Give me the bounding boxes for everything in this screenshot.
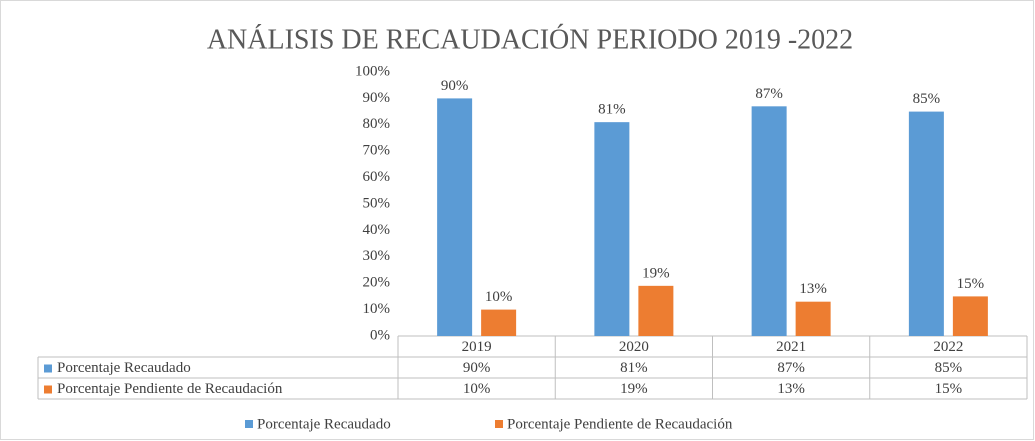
x-tick-label: 2019 — [462, 339, 492, 355]
y-tick-label: 0% — [370, 327, 390, 343]
bar — [638, 285, 674, 336]
table-cell: 87% — [777, 360, 805, 376]
data-label: 10% — [485, 289, 513, 305]
table-legend-key — [44, 385, 52, 394]
y-tick-label: 20% — [363, 275, 391, 291]
table-cell: 10% — [463, 381, 491, 397]
legend-key — [495, 420, 503, 428]
y-tick-label: 100% — [355, 63, 390, 79]
bar — [594, 122, 630, 336]
x-tick-label: 2020 — [619, 339, 649, 355]
bar — [795, 301, 831, 336]
chart-title: ANÁLISIS DE RECAUDACIÓN PERIODO 2019 -20… — [207, 24, 853, 55]
bar — [437, 98, 473, 337]
table-cell: 15% — [935, 381, 963, 397]
y-tick-label: 70% — [363, 143, 391, 159]
legend-label: Porcentaje Recaudado — [257, 416, 391, 432]
y-tick-label: 50% — [363, 195, 391, 211]
y-tick-label: 30% — [363, 248, 391, 264]
y-tick-label: 40% — [363, 222, 391, 238]
data-label: 15% — [957, 276, 985, 292]
bar — [751, 106, 787, 336]
bar — [952, 296, 988, 336]
table-cell: 19% — [620, 381, 648, 397]
y-tick-label: 80% — [363, 116, 391, 132]
bar — [481, 309, 517, 336]
table-row-header: Porcentaje Recaudado — [57, 360, 191, 376]
data-label: 13% — [799, 281, 827, 297]
data-label: 87% — [755, 86, 783, 102]
y-tick-label: 60% — [363, 169, 391, 185]
table-legend-key — [44, 364, 52, 373]
y-tick-label: 90% — [363, 90, 391, 106]
table-cell: 90% — [463, 360, 491, 376]
legend-key — [245, 420, 253, 428]
y-tick-label: 10% — [363, 301, 391, 317]
x-tick-label: 2022 — [933, 339, 963, 355]
data-label: 19% — [642, 265, 670, 281]
table-cell: 13% — [777, 381, 805, 397]
x-tick-label: 2021 — [776, 339, 806, 355]
data-label: 85% — [913, 91, 941, 107]
data-label: 90% — [441, 78, 469, 94]
table-cell: 81% — [620, 360, 648, 376]
legend-label: Porcentaje Pendiente de Recaudación — [507, 416, 733, 432]
table-row-header: Porcentaje Pendiente de Recaudación — [57, 381, 283, 397]
bar — [908, 111, 944, 336]
data-label: 81% — [598, 102, 626, 118]
table-cell: 85% — [935, 360, 963, 376]
